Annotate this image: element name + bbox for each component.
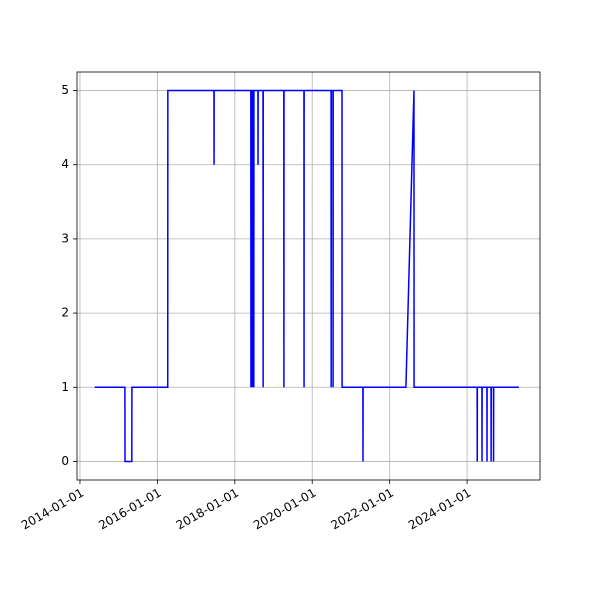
x-tick-label: 2024-01-01 (406, 486, 473, 533)
y-tick-label: 4 (61, 157, 69, 171)
x-tick-label: 2014-01-01 (19, 486, 86, 533)
y-tick-label: 0 (61, 454, 69, 468)
plot-frame (76, 71, 541, 481)
y-tick-label: 1 (61, 380, 69, 394)
x-tick-label: 2018-01-01 (174, 486, 241, 533)
y-tick-label: 2 (61, 306, 69, 320)
y-tick-label: 3 (61, 231, 69, 245)
x-tick-label: 2016-01-01 (96, 486, 163, 533)
x-tick-label: 2022-01-01 (329, 486, 396, 533)
y-tick-label: 5 (61, 83, 69, 97)
data-line (94, 89, 519, 463)
x-tick-label: 2020-01-01 (251, 486, 318, 533)
